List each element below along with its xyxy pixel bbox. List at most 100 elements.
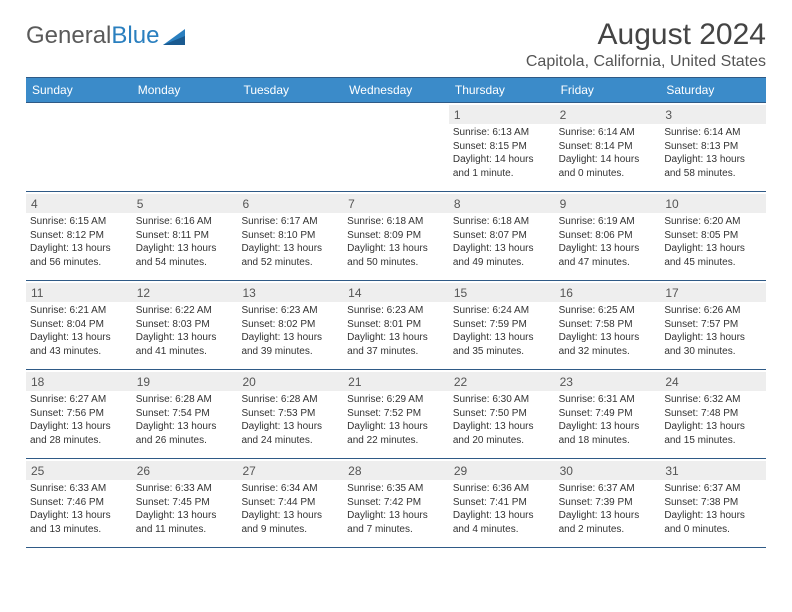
sunset-text: Sunset: 8:13 PM — [664, 140, 762, 154]
sunset-text: Sunset: 7:52 PM — [347, 407, 445, 421]
sunset-text: Sunset: 8:01 PM — [347, 318, 445, 332]
day-cell: 8Sunrise: 6:18 AMSunset: 8:07 PMDaylight… — [449, 192, 555, 280]
sunset-text: Sunset: 7:59 PM — [453, 318, 551, 332]
daylight-text: Daylight: 14 hours and 1 minute. — [453, 153, 551, 180]
daylight-text: Daylight: 13 hours and 2 minutes. — [559, 509, 657, 536]
daylight-text: Daylight: 14 hours and 0 minutes. — [559, 153, 657, 180]
sunrise-text: Sunrise: 6:19 AM — [559, 215, 657, 229]
daylight-text: Daylight: 13 hours and 35 minutes. — [453, 331, 551, 358]
day-cell — [343, 103, 449, 191]
day-cell: 24Sunrise: 6:32 AMSunset: 7:48 PMDayligh… — [660, 370, 766, 458]
day-number: 26 — [132, 461, 238, 480]
sunrise-text: Sunrise: 6:28 AM — [136, 393, 234, 407]
day-cell: 28 Sunrise: 6:35 AMSunset: 7:42 PMDayligh… — [343, 459, 449, 547]
daylight-text: Daylight: 13 hours and 26 minutes. — [136, 420, 234, 447]
sunset-text: Sunset: 8:14 PM — [559, 140, 657, 154]
logo-text-1: General — [26, 22, 111, 50]
day-cell: 14Sunrise: 6:23 AMSunset: 8:01 PMDayligh… — [343, 281, 449, 369]
day-number: 29 — [449, 461, 555, 480]
sunset-text: Sunset: 7:44 PM — [241, 496, 339, 510]
day-cell: 27Sunrise: 6:34 AMSunset: 7:44 PMDayligh… — [237, 459, 343, 547]
sunrise-text: Sunrise: 6:37 AM — [559, 482, 657, 496]
day-number: 21 — [343, 372, 449, 391]
day-cell: 11Sunrise: 6:21 AMSunset: 8:04 PMDayligh… — [26, 281, 132, 369]
day-cell: 5Sunrise: 6:16 AMSunset: 8:11 PMDaylight… — [132, 192, 238, 280]
day-number: 6 — [237, 194, 343, 213]
header: GeneralBlue August 2024 Capitola, Califo… — [26, 18, 766, 71]
sunset-text: Sunset: 7:58 PM — [559, 318, 657, 332]
sunrise-text: Sunrise: 6:29 AM — [347, 393, 445, 407]
daylight-text: Daylight: 13 hours and 15 minutes. — [664, 420, 762, 447]
sunrise-text: Sunrise: 6:33 AM — [136, 482, 234, 496]
daylight-text: Daylight: 13 hours and 52 minutes. — [241, 242, 339, 269]
sunset-text: Sunset: 7:50 PM — [453, 407, 551, 421]
day-number: 8 — [449, 194, 555, 213]
daylight-text: Daylight: 13 hours and 22 minutes. — [347, 420, 445, 447]
sunrise-text: Sunrise: 6:26 AM — [664, 304, 762, 318]
day-cell: 17Sunrise: 6:26 AMSunset: 7:57 PMDayligh… — [660, 281, 766, 369]
day-number: 25 — [26, 461, 132, 480]
week-row: 1Sunrise: 6:13 AMSunset: 8:15 PMDaylight… — [26, 103, 766, 192]
day-cell: 21 Sunrise: 6:29 AMSunset: 7:52 PMDayligh… — [343, 370, 449, 458]
sunrise-text: Sunrise: 6:25 AM — [559, 304, 657, 318]
sunrise-text: Sunrise: 6:23 AM — [347, 304, 445, 318]
day-of-week-header: Sunday Monday Tuesday Wednesday Thursday… — [26, 77, 766, 103]
sunrise-text: Sunrise: 6:22 AM — [136, 304, 234, 318]
day-cell: 25Sunrise: 6:33 AMSunset: 7:46 PMDayligh… — [26, 459, 132, 547]
daylight-text: Daylight: 13 hours and 20 minutes. — [453, 420, 551, 447]
dow-sunday: Sunday — [26, 78, 132, 102]
day-cell: 23Sunrise: 6:31 AMSunset: 7:49 PMDayligh… — [555, 370, 661, 458]
daylight-text: Daylight: 13 hours and 30 minutes. — [664, 331, 762, 358]
logo: GeneralBlue — [26, 18, 185, 50]
day-cell: 15Sunrise: 6:24 AMSunset: 7:59 PMDayligh… — [449, 281, 555, 369]
day-number: 19 — [132, 372, 238, 391]
day-cell: 18Sunrise: 6:27 AMSunset: 7:56 PMDayligh… — [26, 370, 132, 458]
sunset-text: Sunset: 8:12 PM — [30, 229, 128, 243]
dow-monday: Monday — [132, 78, 238, 102]
sunrise-text: Sunrise: 6:35 AM — [347, 482, 445, 496]
day-number: 20 — [237, 372, 343, 391]
day-cell: 30Sunrise: 6:37 AMSunset: 7:39 PMDayligh… — [555, 459, 661, 547]
location: Capitola, California, United States — [526, 53, 766, 71]
day-number: 14 — [343, 283, 449, 302]
day-number: 13 — [237, 283, 343, 302]
sunrise-text: Sunrise: 6:21 AM — [30, 304, 128, 318]
day-cell: 10Sunrise: 6:20 AMSunset: 8:05 PMDayligh… — [660, 192, 766, 280]
sunrise-text: Sunrise: 6:23 AM — [241, 304, 339, 318]
sunrise-text: Sunrise: 6:34 AM — [241, 482, 339, 496]
week-row: 4Sunrise: 6:15 AMSunset: 8:12 PMDaylight… — [26, 192, 766, 281]
sunset-text: Sunset: 7:49 PM — [559, 407, 657, 421]
daylight-text: Daylight: 13 hours and 41 minutes. — [136, 331, 234, 358]
day-number: 16 — [555, 283, 661, 302]
daylight-text: Daylight: 13 hours and 32 minutes. — [559, 331, 657, 358]
day-cell: 4Sunrise: 6:15 AMSunset: 8:12 PMDaylight… — [26, 192, 132, 280]
daylight-text: Daylight: 13 hours and 28 minutes. — [30, 420, 128, 447]
day-cell: 12Sunrise: 6:22 AMSunset: 8:03 PMDayligh… — [132, 281, 238, 369]
day-number: 31 — [660, 461, 766, 480]
day-number: 28 — [343, 461, 449, 480]
sunrise-text: Sunrise: 6:27 AM — [30, 393, 128, 407]
dow-tuesday: Tuesday — [237, 78, 343, 102]
daylight-text: Daylight: 13 hours and 7 minutes. — [347, 509, 445, 536]
sunset-text: Sunset: 8:15 PM — [453, 140, 551, 154]
sunrise-text: Sunrise: 6:14 AM — [559, 126, 657, 140]
daylight-text: Daylight: 13 hours and 24 minutes. — [241, 420, 339, 447]
sunset-text: Sunset: 7:57 PM — [664, 318, 762, 332]
sunrise-text: Sunrise: 6:32 AM — [664, 393, 762, 407]
sunset-text: Sunset: 7:39 PM — [559, 496, 657, 510]
week-row: 18Sunrise: 6:27 AMSunset: 7:56 PMDayligh… — [26, 370, 766, 459]
day-number: 5 — [132, 194, 238, 213]
daylight-text: Daylight: 13 hours and 11 minutes. — [136, 509, 234, 536]
day-number: 27 — [237, 461, 343, 480]
week-row: 11Sunrise: 6:21 AMSunset: 8:04 PMDayligh… — [26, 281, 766, 370]
daylight-text: Daylight: 13 hours and 39 minutes. — [241, 331, 339, 358]
sunset-text: Sunset: 7:46 PM — [30, 496, 128, 510]
sunrise-text: Sunrise: 6:24 AM — [453, 304, 551, 318]
daylight-text: Daylight: 13 hours and 56 minutes. — [30, 242, 128, 269]
logo-triangle-icon — [163, 27, 185, 45]
sunset-text: Sunset: 7:42 PM — [347, 496, 445, 510]
month-title: August 2024 — [526, 18, 766, 52]
day-cell: 29Sunrise: 6:36 AMSunset: 7:41 PMDayligh… — [449, 459, 555, 547]
sunrise-text: Sunrise: 6:15 AM — [30, 215, 128, 229]
day-cell: 16 Sunrise: 6:25 AMSunset: 7:58 PMDayligh… — [555, 281, 661, 369]
